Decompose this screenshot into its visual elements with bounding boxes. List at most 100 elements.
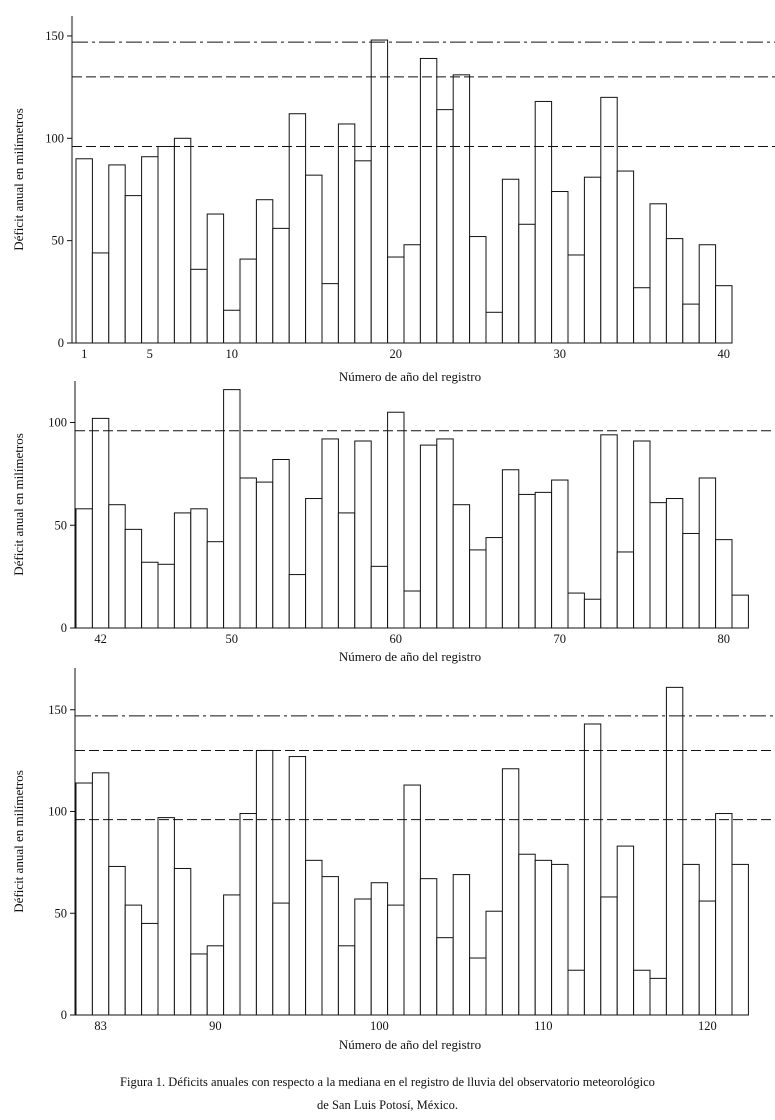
bar-year-108 [501, 768, 520, 1016]
x-tick-label-83: 83 [94, 1019, 107, 1033]
x-tick-label-42: 42 [94, 632, 107, 646]
bar-year-87 [157, 817, 175, 1016]
x-axis-label: Número de año del registro [339, 369, 481, 384]
bar-year-109 [518, 853, 536, 1016]
bar-year-103 [419, 878, 438, 1016]
bar-year-84 [108, 865, 126, 1016]
bar-year-74 [616, 551, 635, 629]
bar-year-66 [485, 537, 503, 629]
bar-year-27 [501, 178, 520, 344]
x-tick-label-1: 1 [81, 347, 87, 361]
bar-year-65 [469, 549, 487, 629]
bar-year-97 [321, 876, 339, 1016]
bar-year-113 [583, 723, 602, 1016]
bar-year-82 [75, 782, 93, 1016]
bar-year-44 [124, 528, 143, 629]
bar-year-77 [665, 498, 684, 629]
bar-year-3 [108, 164, 126, 344]
bar-year-69 [534, 491, 553, 629]
x-tick-label-60: 60 [390, 632, 403, 646]
bar-year-28 [518, 223, 536, 344]
y-tick-label-0: 0 [61, 621, 67, 635]
chart-panel-2: 0 50 100 42 50 60 70 80 Número de año del regist… [11, 381, 775, 664]
bar-year-23 [436, 109, 454, 344]
bar-year-49 [206, 541, 225, 629]
bar-year-95 [288, 756, 307, 1016]
bar-year-53 [272, 458, 290, 629]
bar-year-33 [600, 96, 618, 344]
bar-year-46 [157, 563, 175, 629]
bar-year-48 [190, 508, 208, 629]
bar-year-50 [223, 389, 241, 629]
bar-year-91 [223, 894, 241, 1016]
y-tick-label-100: 100 [48, 416, 67, 430]
bar-year-36 [649, 203, 667, 344]
figure-caption-line-2: de San Luis Potosí, México. [317, 1098, 458, 1112]
bar-year-2 [91, 252, 110, 344]
bar-year-45 [141, 561, 159, 629]
bar-year-52 [255, 481, 274, 629]
bar-year-31 [567, 254, 585, 344]
bar-year-34 [616, 170, 635, 344]
chart-panel-3: 0 50 100 150 83 90 100 110 120 Número de año del … [11, 668, 775, 1052]
bar-year-41 [75, 508, 93, 629]
bar-year-18 [354, 160, 372, 344]
bar-year-93 [255, 749, 274, 1016]
bar-year-89 [190, 953, 208, 1016]
bar-year-119 [682, 863, 700, 1016]
y-tick-label-100: 100 [45, 131, 64, 145]
x-tick-label-100: 100 [370, 1019, 389, 1033]
bar-year-75 [633, 440, 651, 629]
bar-year-104 [436, 937, 454, 1016]
bar-year-81 [731, 594, 749, 629]
x-tick-label-20: 20 [390, 347, 403, 361]
bar-year-37 [665, 238, 684, 344]
bar-year-59 [370, 565, 389, 629]
bar-year-121 [715, 813, 733, 1016]
bar-year-11 [239, 258, 257, 344]
bar-year-21 [403, 244, 421, 344]
bar-year-116 [633, 969, 651, 1016]
bar-year-94 [272, 902, 290, 1016]
bar-year-63 [436, 438, 454, 629]
x-tick-label-110: 110 [534, 1019, 552, 1033]
bar-year-68 [518, 493, 536, 629]
bar-year-122 [731, 863, 749, 1016]
bar-year-73 [600, 434, 618, 629]
x-tick-label-80: 80 [718, 632, 731, 646]
bar-year-54 [288, 574, 307, 629]
bar-year-6 [157, 145, 175, 344]
bar-year-39 [698, 244, 717, 344]
x-tick-label-40: 40 [718, 347, 731, 361]
x-tick-label-30: 30 [554, 347, 567, 361]
bar-year-100 [370, 882, 389, 1016]
y-tick-label-0: 0 [61, 1008, 67, 1022]
bar-year-120 [698, 900, 717, 1016]
bar-year-20 [387, 256, 405, 344]
bar-year-117 [649, 977, 667, 1016]
bar-year-4 [124, 195, 143, 344]
bar-year-70 [551, 479, 569, 629]
bar-year-25 [469, 236, 487, 344]
y-tick-label-150: 150 [45, 29, 64, 43]
x-tick-label-90: 90 [209, 1019, 222, 1033]
bar-year-72 [583, 598, 602, 629]
bar-year-99 [354, 898, 372, 1016]
bar-year-42 [91, 417, 110, 629]
x-axis-label: Número de año del registro [339, 649, 481, 664]
bar-year-56 [321, 438, 339, 629]
bar-year-16 [321, 283, 339, 344]
bar-year-51 [239, 477, 257, 629]
bar-year-106 [469, 957, 487, 1016]
bar-year-19 [370, 39, 389, 344]
bar-year-22 [419, 57, 438, 344]
y-axis-label: Déficit anual en milímetros [11, 433, 26, 576]
bar-year-92 [239, 813, 257, 1016]
y-tick-label-0: 0 [58, 336, 64, 350]
bar-year-43 [108, 504, 126, 629]
x-tick-label-10: 10 [226, 347, 239, 361]
bar-year-67 [501, 469, 520, 629]
bar-year-112 [567, 969, 585, 1016]
figure-caption-line-1: Figura 1. Déficits anuales con respecto … [120, 1075, 655, 1089]
